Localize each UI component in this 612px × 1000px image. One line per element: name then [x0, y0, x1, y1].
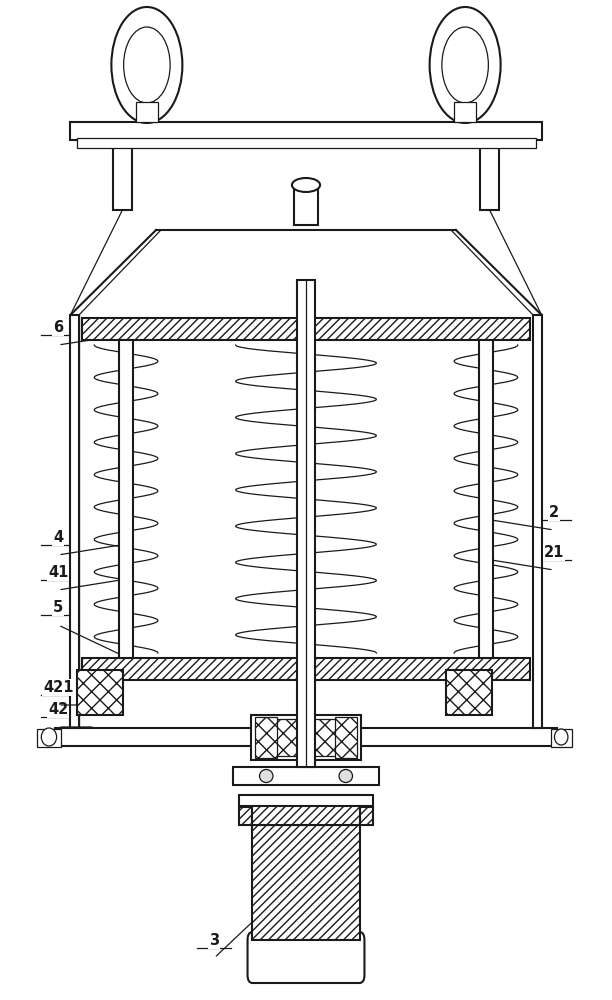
Bar	[119, 340, 133, 658]
Circle shape	[430, 7, 501, 123]
Text: 421: 421	[43, 680, 73, 695]
Bar	[294, 185, 318, 225]
Bar	[533, 315, 542, 728]
Bar	[251, 715, 361, 760]
Circle shape	[442, 27, 488, 103]
Text: 21: 21	[543, 545, 564, 560]
FancyBboxPatch shape	[247, 932, 364, 983]
Bar	[55, 728, 557, 746]
Bar	[252, 795, 359, 825]
Bar	[454, 102, 476, 122]
Bar	[239, 807, 253, 825]
Ellipse shape	[259, 770, 273, 782]
Ellipse shape	[339, 770, 353, 782]
Bar	[297, 280, 315, 767]
Circle shape	[111, 7, 182, 123]
Bar	[335, 717, 357, 758]
Bar	[70, 315, 79, 728]
Bar	[446, 670, 492, 715]
Ellipse shape	[292, 178, 320, 192]
Bar	[239, 795, 373, 806]
Bar	[113, 140, 132, 210]
Bar	[136, 102, 158, 122]
Text: 4: 4	[53, 530, 63, 545]
Ellipse shape	[554, 729, 568, 745]
Bar	[479, 340, 493, 658]
Bar	[82, 658, 530, 680]
Bar	[233, 767, 379, 785]
Text: 6: 6	[53, 320, 63, 335]
Text: 42: 42	[48, 702, 69, 717]
Bar	[252, 825, 359, 940]
Bar	[37, 729, 61, 747]
Bar	[70, 122, 542, 140]
Bar	[360, 807, 373, 825]
Text: 2: 2	[549, 505, 559, 520]
Bar	[551, 729, 572, 747]
Bar	[82, 318, 530, 340]
Bar	[480, 140, 499, 210]
Bar	[76, 138, 536, 148]
Bar	[77, 670, 123, 715]
Bar	[255, 717, 277, 758]
Text: 41: 41	[48, 565, 69, 580]
Text: 3: 3	[209, 933, 219, 948]
Bar	[257, 719, 355, 756]
Circle shape	[124, 27, 170, 103]
Text: 5: 5	[53, 600, 63, 615]
Ellipse shape	[42, 728, 57, 746]
